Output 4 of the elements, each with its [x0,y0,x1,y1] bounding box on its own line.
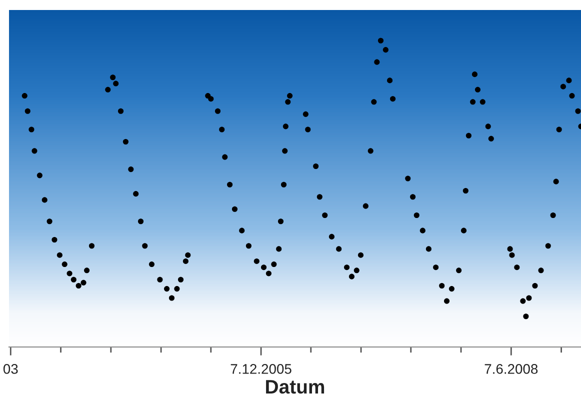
x-axis-title: Datum [266,380,324,394]
x-tick-label: 7.6.2008 [484,364,538,374]
x-tick-label: 03 [3,364,18,374]
x-tick-label: 7.12.2005 [230,364,292,374]
